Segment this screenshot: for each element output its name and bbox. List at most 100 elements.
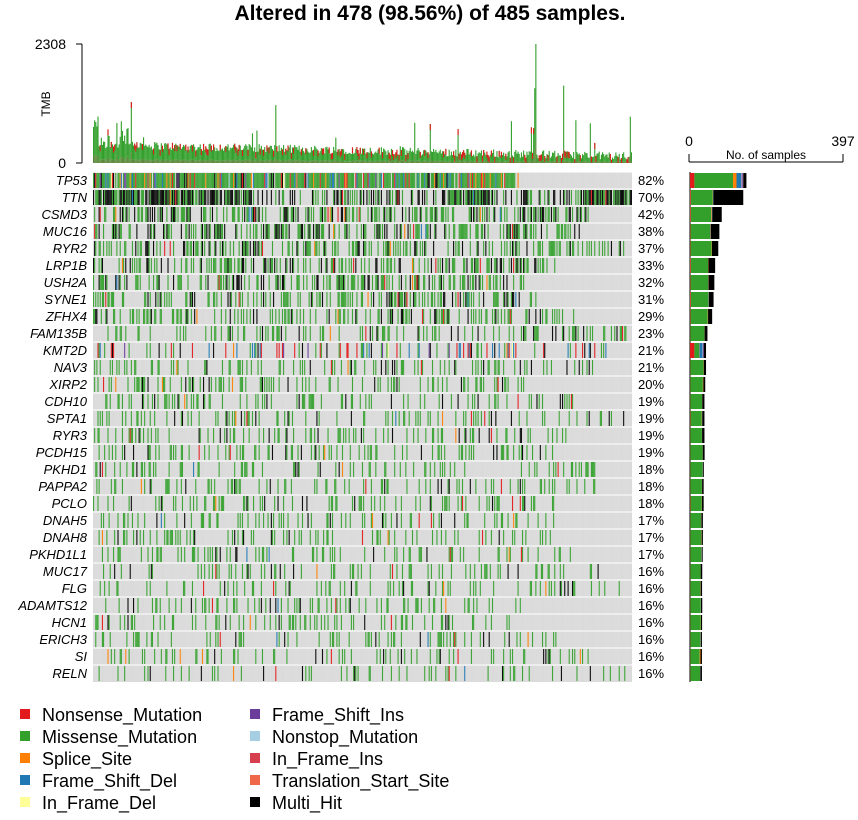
tmb-bar-base bbox=[580, 162, 582, 163]
matrix-cell bbox=[123, 258, 125, 273]
tmb-bar bbox=[288, 147, 290, 161]
matrix-cell bbox=[220, 292, 222, 307]
matrix-cell bbox=[298, 598, 300, 613]
matrix-cell bbox=[117, 547, 119, 562]
matrix-cell bbox=[610, 326, 612, 341]
matrix-cell bbox=[350, 258, 352, 273]
matrix-cell bbox=[137, 173, 139, 188]
tmb-bar-base bbox=[310, 160, 312, 163]
matrix-cell bbox=[424, 241, 426, 256]
tmb-bar-base bbox=[568, 161, 570, 163]
matrix-cell bbox=[246, 224, 248, 239]
matrix-cell bbox=[241, 445, 244, 460]
matrix-cell bbox=[483, 292, 485, 307]
matrix-cell bbox=[394, 547, 396, 562]
tmb-bar-top bbox=[330, 153, 332, 160]
matrix-cell bbox=[310, 394, 312, 409]
matrix-cell bbox=[204, 360, 206, 375]
matrix-cell bbox=[458, 445, 460, 460]
matrix-cell bbox=[320, 394, 322, 409]
matrix-cell bbox=[486, 343, 488, 358]
matrix-cell bbox=[106, 309, 108, 324]
tmb-bar bbox=[420, 155, 422, 162]
matrix-cell bbox=[369, 445, 371, 460]
tmb-bar-base bbox=[450, 160, 452, 163]
matrix-cell bbox=[517, 224, 519, 239]
matrix-cell bbox=[143, 309, 145, 324]
matrix-cell bbox=[171, 309, 174, 324]
tmb-bar-top bbox=[273, 150, 275, 157]
matrix-cell bbox=[311, 394, 314, 409]
matrix-cell bbox=[200, 173, 202, 188]
matrix-cell bbox=[321, 547, 324, 562]
matrix-cell bbox=[246, 564, 248, 579]
matrix-cell bbox=[524, 496, 526, 511]
matrix-cell bbox=[318, 173, 320, 188]
matrix-cell bbox=[198, 173, 200, 188]
matrix-cell bbox=[418, 547, 420, 562]
matrix-cell bbox=[109, 394, 111, 409]
matrix-cell bbox=[167, 479, 169, 494]
matrix-cell bbox=[339, 190, 341, 205]
matrix-cell bbox=[475, 224, 477, 239]
matrix-cell bbox=[418, 513, 420, 528]
matrix-cell bbox=[427, 173, 429, 188]
tmb-bar-base bbox=[471, 161, 474, 163]
matrix-cell bbox=[147, 207, 149, 222]
matrix-cell bbox=[280, 173, 282, 188]
matrix-cell bbox=[253, 241, 255, 256]
matrix-cell bbox=[438, 513, 440, 528]
matrix-cell bbox=[370, 632, 372, 647]
matrix-cell bbox=[229, 309, 231, 324]
matrix-cell bbox=[214, 258, 216, 273]
tmb-bar-top bbox=[458, 153, 460, 160]
matrix-cell bbox=[323, 547, 325, 562]
matrix-cell bbox=[351, 173, 354, 188]
matrix-cell bbox=[535, 258, 537, 273]
matrix-cell bbox=[434, 275, 436, 290]
tmb-bar-base bbox=[547, 161, 549, 163]
matrix-cell bbox=[338, 309, 340, 324]
matrix-cell bbox=[506, 394, 508, 409]
matrix-cell bbox=[393, 581, 395, 596]
matrix-cell bbox=[169, 445, 171, 460]
tmb-bar-base bbox=[529, 160, 531, 163]
matrix-cell bbox=[600, 190, 602, 205]
matrix-cell bbox=[464, 326, 466, 341]
matrix-cell bbox=[185, 173, 187, 188]
matrix-cell bbox=[464, 632, 466, 647]
matrix-cell bbox=[576, 666, 578, 681]
matrix-cell bbox=[126, 530, 128, 545]
tmb-bar bbox=[189, 145, 191, 160]
matrix-cell bbox=[336, 598, 338, 613]
matrix-cell bbox=[470, 207, 472, 222]
matrix-cell bbox=[466, 190, 468, 205]
matrix-cell bbox=[535, 309, 537, 324]
matrix-cell bbox=[256, 292, 258, 307]
tmb-bar-base bbox=[370, 160, 372, 163]
tmb-bar bbox=[628, 156, 630, 162]
tmb-bar-base bbox=[120, 155, 122, 163]
matrix-cell bbox=[568, 241, 570, 256]
matrix-cell bbox=[253, 581, 255, 596]
matrix-cell bbox=[106, 411, 108, 426]
matrix-cell bbox=[299, 224, 301, 239]
matrix-cell bbox=[294, 598, 296, 613]
matrix-cell bbox=[380, 292, 382, 307]
matrix-cell bbox=[174, 411, 176, 426]
matrix-cell bbox=[565, 224, 567, 239]
matrix-cell bbox=[153, 241, 155, 256]
tmb-bar-base bbox=[225, 159, 227, 163]
matrix-cell bbox=[156, 598, 158, 613]
matrix-cell bbox=[248, 275, 250, 290]
matrix-cell bbox=[408, 564, 410, 579]
matrix-cell bbox=[587, 462, 589, 477]
matrix-cell bbox=[138, 428, 140, 443]
matrix-cell bbox=[286, 428, 288, 443]
matrix-cell bbox=[563, 326, 565, 341]
tmb-bar bbox=[577, 154, 579, 162]
matrix-cell bbox=[448, 615, 450, 630]
matrix-cell bbox=[94, 309, 96, 324]
tmb-bar bbox=[350, 154, 352, 162]
matrix-cell bbox=[415, 207, 417, 222]
